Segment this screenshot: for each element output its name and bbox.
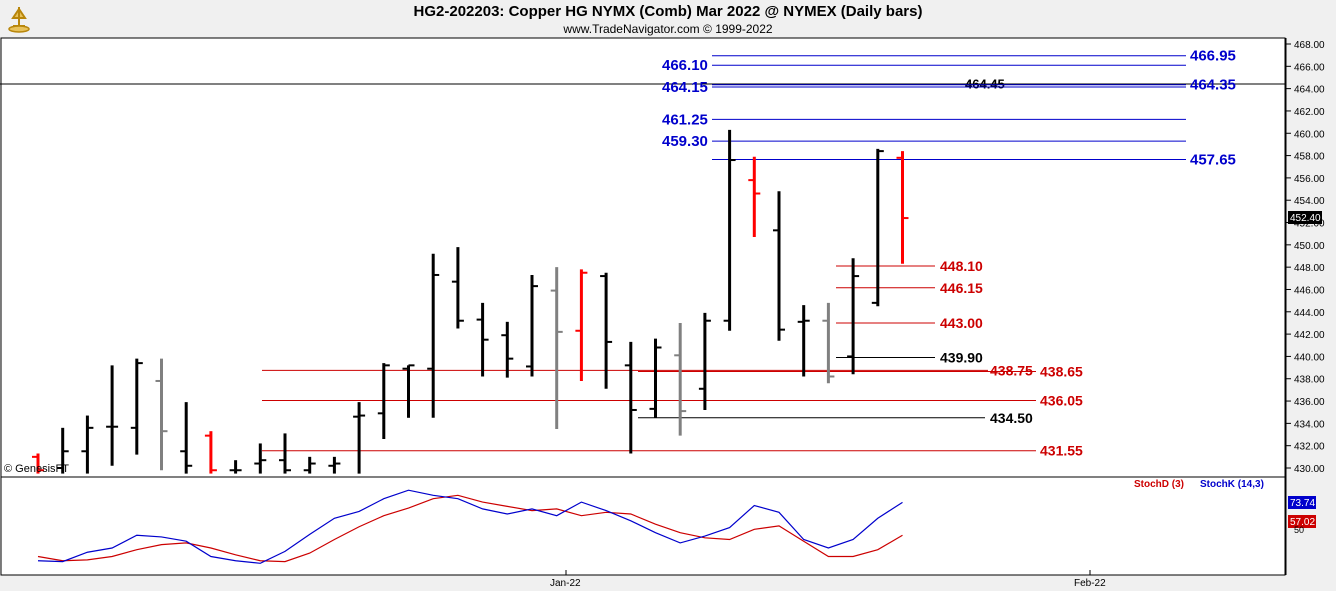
x-axis-label: Jan-22: [550, 578, 581, 589]
y-axis-tick-label: 434.00: [1294, 419, 1325, 430]
stochk-legend: StochK (14,3): [1200, 479, 1264, 490]
stochd-tag-label: 57.02: [1290, 517, 1315, 528]
y-axis-tick-label: 450.00: [1294, 241, 1325, 252]
y-axis-tick-label: 442.00: [1294, 330, 1325, 341]
level-label: 439.90: [940, 350, 983, 366]
y-axis-tick-label: 430.00: [1294, 464, 1325, 475]
y-axis-tick-label: 468.00: [1294, 40, 1325, 51]
level-label: 443.00: [940, 315, 983, 331]
y-axis-tick-label: 458.00: [1294, 152, 1325, 163]
stoch-series-line: [37, 489, 903, 564]
y-axis-tick-label: 464.00: [1294, 85, 1325, 96]
last-price-tag: [1288, 211, 1322, 224]
y-axis-tick-label: 444.00: [1294, 308, 1325, 319]
level-label: 461.25: [662, 111, 708, 128]
y-axis-tick-label: 462.00: [1294, 107, 1325, 118]
watermark: © GenesisFT: [4, 463, 69, 475]
level-label: 466.10: [662, 57, 708, 74]
chart-subtitle: www.TradeNavigator.com © 1999-2022: [563, 22, 773, 36]
y-axis-tick-label: 436.00: [1294, 397, 1325, 408]
price-axis-area: [1286, 38, 1330, 477]
chart-title: HG2-202203: Copper HG NYMX (Comb) Mar 20…: [413, 3, 923, 20]
stoch-series-line: [37, 494, 903, 563]
trade-navigator-logo-icon: [8, 7, 30, 33]
level-label: 438.65: [1040, 363, 1083, 379]
y-axis-tick-label: 446.00: [1294, 285, 1325, 296]
y-axis-tick-label: 456.00: [1294, 174, 1325, 185]
y-axis-tick-label: 448.00: [1294, 263, 1325, 274]
level-label: 438.75: [990, 362, 1033, 378]
level-label: 434.50: [990, 410, 1033, 426]
level-label: 464.45: [965, 77, 1005, 92]
level-label: 436.05: [1040, 392, 1083, 408]
y-axis-tick-label: 460.00: [1294, 129, 1325, 140]
y-axis-tick-label: 452.00: [1294, 219, 1325, 230]
last-price-label: 452.40: [1290, 213, 1321, 224]
y-axis-tick-label: 466.00: [1294, 62, 1325, 73]
stochk-tag: [1288, 496, 1316, 509]
level-label: 457.65: [1190, 151, 1236, 168]
y-axis-tick-label: 440.00: [1294, 352, 1325, 363]
level-label: 464.15: [662, 79, 708, 96]
stochd-tag: [1288, 515, 1316, 528]
level-label: 446.15: [940, 280, 983, 296]
level-label: 464.35: [1190, 77, 1236, 94]
level-label: 466.95: [1190, 48, 1236, 65]
stochd-legend: StochD (3): [1134, 479, 1184, 490]
indicator-plot-area[interactable]: [0, 476, 1286, 576]
stoch-tick-50: 50: [1294, 525, 1304, 535]
stochk-tag-label: 73.74: [1290, 498, 1315, 509]
y-axis-tick-label: 438.00: [1294, 375, 1325, 386]
y-axis-tick-label: 432.00: [1294, 442, 1325, 453]
level-label: 431.55: [1040, 443, 1083, 459]
x-axis-label: Feb-22: [1074, 578, 1106, 589]
level-label: 459.30: [662, 133, 708, 150]
level-label: 448.10: [940, 258, 983, 274]
y-axis-tick-label: 454.00: [1294, 196, 1325, 207]
price-plot-area[interactable]: [0, 37, 1286, 478]
